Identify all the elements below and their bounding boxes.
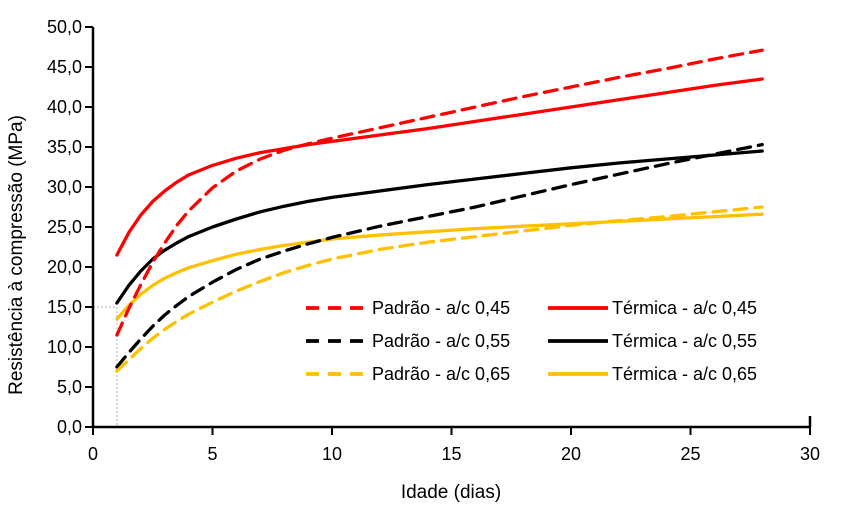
x-tick-label: 0 xyxy=(88,444,98,464)
y-tick-label: 45,0 xyxy=(47,57,82,77)
reference-layer xyxy=(93,306,118,427)
series-line-termica-045 xyxy=(115,77,764,257)
x-tick-label: 10 xyxy=(322,444,342,464)
y-tick-label: 40,0 xyxy=(47,97,82,117)
y-tick-label: 10,0 xyxy=(47,337,82,357)
series-line-padrao-065 xyxy=(115,205,764,373)
y-tick-label: 5,0 xyxy=(57,377,82,397)
legend-label-padrao-055: Padrão - a/c 0,55 xyxy=(372,331,510,351)
legend-label-padrao-065: Padrão - a/c 0,65 xyxy=(372,364,510,384)
reference-callout-line xyxy=(93,306,118,427)
y-tick-label: 25,0 xyxy=(47,217,82,237)
y-tick-label: 35,0 xyxy=(47,137,82,157)
legend-label-termica-045: Térmica - a/c 0,45 xyxy=(612,298,757,318)
x-tick-label: 5 xyxy=(207,444,217,464)
legend-label-termica-055: Térmica - a/c 0,55 xyxy=(612,331,757,351)
legend-label-padrao-045: Padrão - a/c 0,45 xyxy=(372,298,510,318)
y-tick-label: 30,0 xyxy=(47,177,82,197)
x-tick-label: 15 xyxy=(441,444,461,464)
series-layer xyxy=(115,48,764,373)
y-axis-title: Resistência à compressão (MPa) xyxy=(6,115,27,395)
series-line-padrao-045 xyxy=(115,48,764,337)
y-tick-label: 50,0 xyxy=(47,17,82,37)
legend-layer: Padrão - a/c 0,45 Padrão - a/c 0,55 Padrão… xyxy=(306,298,757,384)
x-tick-label: 30 xyxy=(800,444,820,464)
legend-label-termica-065: Térmica - a/c 0,65 xyxy=(612,364,757,384)
y-tick-label: 0,0 xyxy=(57,417,82,437)
x-tick-label: 25 xyxy=(680,444,700,464)
x-axis-title: Idade (dias) xyxy=(401,482,501,503)
axes-layer: 0,05,010,015,020,025,030,035,040,045,050… xyxy=(47,17,820,464)
series-line-padrao-055 xyxy=(115,142,764,369)
y-tick-label: 15,0 xyxy=(47,297,82,317)
x-tick-label: 20 xyxy=(561,444,581,464)
y-tick-label: 20,0 xyxy=(47,257,82,277)
